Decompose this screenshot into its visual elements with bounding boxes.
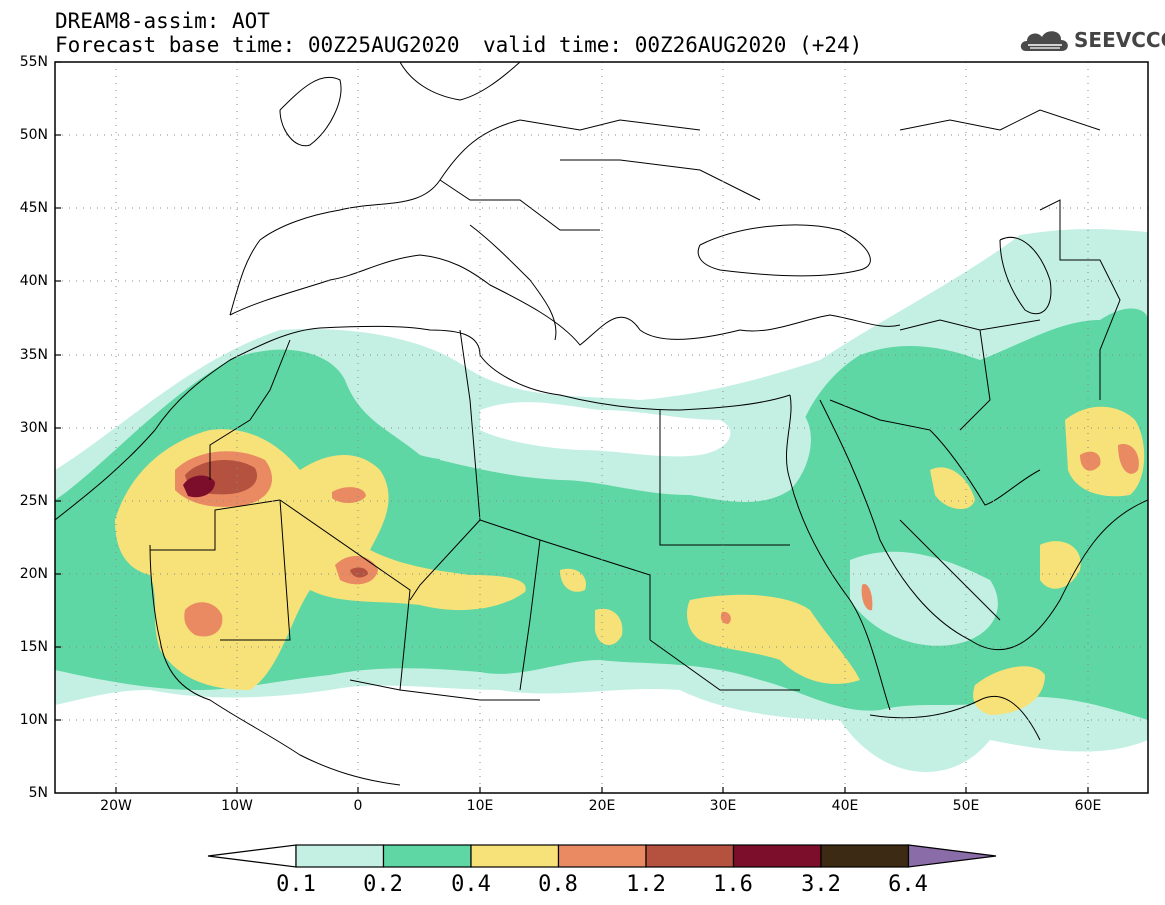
lat-label: 35N <box>19 347 48 363</box>
forecast-base-time: Forecast base time: 00Z25AUG2020 <box>55 33 460 57</box>
lon-label: 10W <box>221 798 253 814</box>
seevccc-logo: SEEVCCC <box>1018 24 1165 56</box>
lat-label: 15N <box>19 639 48 655</box>
valid-time: valid time: 00Z26AUG2020 (+24) <box>483 33 863 57</box>
lat-label: 10N <box>19 712 48 728</box>
coastlines-borders <box>55 62 1148 786</box>
lat-lon-grid <box>55 62 1148 793</box>
cloud-icon <box>1020 31 1068 51</box>
colorbar-swatch <box>557 844 647 868</box>
colorbar-swatch <box>732 844 822 868</box>
lon-label: 30E <box>709 798 737 814</box>
colorbar-swatch-above <box>907 844 997 868</box>
lat-label: 55N <box>19 54 48 70</box>
colorbar-label: 3.2 <box>801 872 841 897</box>
lat-label: 50N <box>19 127 48 143</box>
lat-label: 30N <box>19 420 48 436</box>
lon-label: 20E <box>588 798 616 814</box>
colorbar-swatch <box>645 844 735 868</box>
lon-label: 10E <box>466 798 494 814</box>
lat-label: 5N <box>28 785 48 801</box>
lat-label: 40N <box>19 273 48 289</box>
lat-label: 25N <box>19 493 48 509</box>
colorbar-label: 1.6 <box>713 872 753 897</box>
lat-label: 20N <box>19 566 48 582</box>
axis-ticks <box>55 61 1089 793</box>
colorbar-swatch <box>295 844 385 868</box>
colorbar-label: 0.8 <box>538 872 578 897</box>
colorbar-swatch <box>820 844 910 868</box>
colorbar-swatch-below <box>207 844 297 868</box>
lon-label: 60E <box>1074 798 1102 814</box>
lon-label: 0 <box>353 798 363 814</box>
colorbar-swatch <box>470 844 560 868</box>
colorbar <box>207 844 997 868</box>
colorbar-label: 0.4 <box>451 872 491 897</box>
lon-label: 20W <box>100 798 132 814</box>
colorbar-swatch <box>382 844 472 868</box>
colorbar-label: 0.1 <box>276 872 316 897</box>
lon-label: 50E <box>952 798 980 814</box>
colorbar-label: 1.2 <box>626 872 666 897</box>
lon-label: 40E <box>831 798 859 814</box>
map-title: DREAM8-assim: AOT <box>55 9 270 33</box>
colorbar-label: 0.2 <box>363 872 403 897</box>
colorbar-label: 6.4 <box>888 872 928 897</box>
lat-label: 45N <box>19 200 48 216</box>
aot-band-1.6 <box>183 475 215 498</box>
logo-text: SEEVCCC <box>1074 28 1165 52</box>
